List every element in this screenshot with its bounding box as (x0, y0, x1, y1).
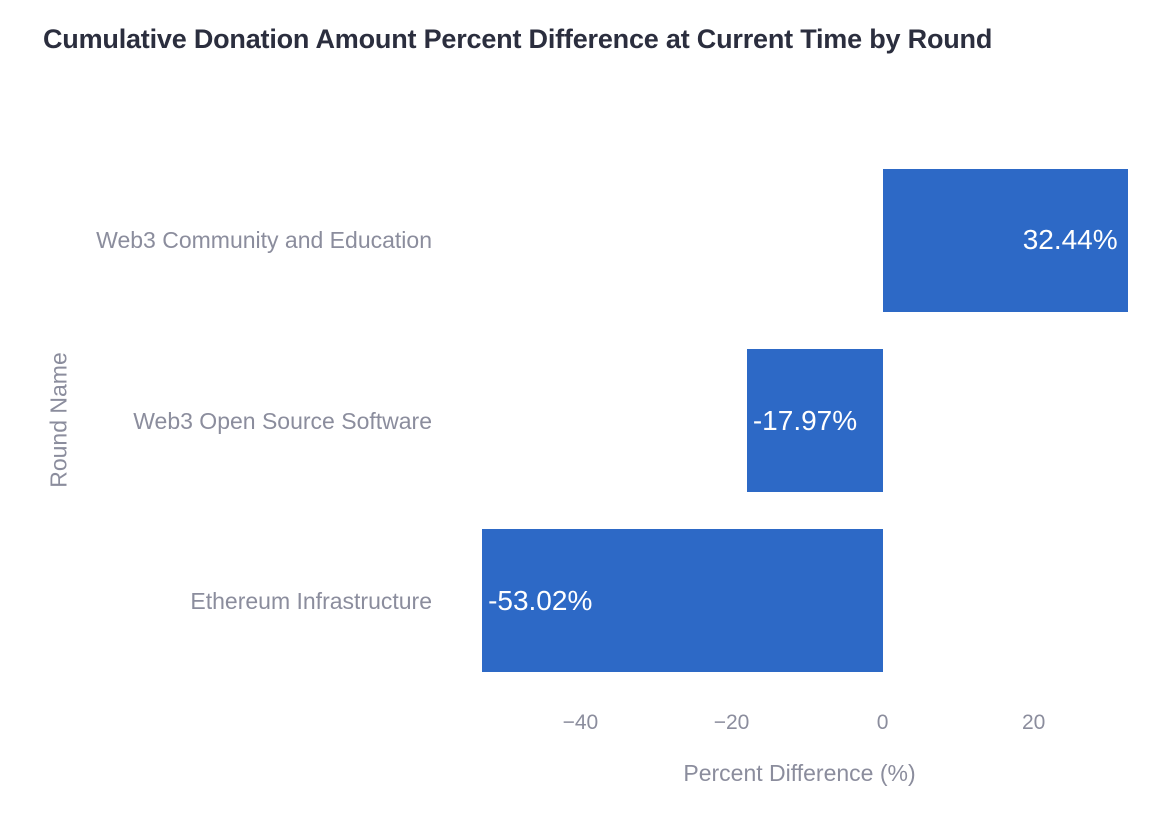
chart-title: Cumulative Donation Amount Percent Diffe… (43, 24, 993, 54)
bar-1: 32.44% (882, 168, 1128, 312)
plot-area: 32.44% -17.97% -53.02% (452, 150, 1147, 691)
x-tick-label-−40: −40 (562, 711, 599, 734)
category-label-1: Web3 Community and Education (96, 227, 432, 254)
bar-value-label: 32.44% (1022, 224, 1118, 256)
x-tick-label-−20: −20 (713, 711, 750, 734)
x-axis-title: Percent Difference (%) (683, 760, 916, 786)
bar-value-label: -53.02% (488, 584, 593, 616)
x-tick-label-20: 20 (1021, 711, 1046, 734)
bar-value-label: -17.97% (752, 404, 858, 436)
bar-3: -53.02% (482, 529, 883, 673)
x-tick-label-0: 0 (876, 711, 889, 734)
category-label-2: Web3 Open Source Software (133, 407, 432, 434)
category-label-3: Ethereum Infrastructure (190, 587, 432, 614)
bar-2: -17.97% (746, 349, 883, 492)
